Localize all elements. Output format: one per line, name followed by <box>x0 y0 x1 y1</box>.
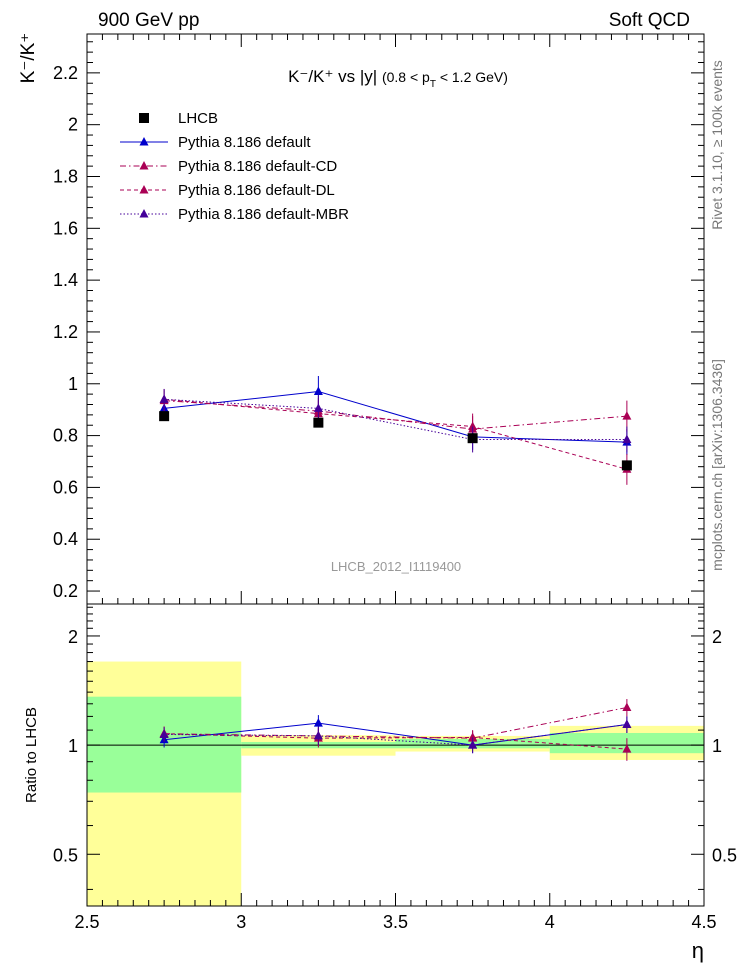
y-tick-label: 0.8 <box>53 426 78 446</box>
y-tick-label: 1 <box>68 374 78 394</box>
ratio-point-marker <box>622 744 632 753</box>
lhcb-point <box>159 411 170 422</box>
ratio-point-marker <box>622 702 632 711</box>
y-tick-label: 0.4 <box>53 529 78 549</box>
ratio-y-axis: 0.5 0.5 1 1 2 2 <box>53 606 737 890</box>
legend-marker <box>139 209 149 218</box>
legend-label: Pythia 8.186 default-DL <box>178 182 335 199</box>
ratio-y-tick-label-right: 1 <box>712 736 722 756</box>
ratio-y-tick-label: 0.5 <box>53 845 78 865</box>
legend-label: Pythia 8.186 default-CD <box>178 158 337 175</box>
header-right-label: Soft QCD <box>609 10 690 31</box>
ratio-series-4 <box>159 716 632 754</box>
x-tick-label: 3.5 <box>383 912 408 932</box>
mcplots-label: mcplots.cern.ch [arXiv:1306.3436] <box>709 359 725 571</box>
plot-title-cut-a: (0.8 < p <box>382 69 430 85</box>
y-tick-label: 2.2 <box>53 63 78 83</box>
x-tick-label: 2.5 <box>74 912 99 932</box>
rivet-version-label: Rivet 3.1.10, ≥ 100k events <box>709 60 725 230</box>
plot-title-cut-b: < 1.2 GeV) <box>436 69 508 85</box>
ratio-y-tick-label: 2 <box>68 627 78 647</box>
legend-item: Pythia 8.186 default <box>120 134 311 151</box>
main-panel: 0.2 0.4 0.6 0.8 1 1.2 1.4 1.6 1.8 2 2.2 K⁻/K⁺ vs |… <box>18 33 705 605</box>
x-axis: 2.5 3 3.5 4 4.5 <box>74 893 717 932</box>
data-point-marker <box>313 403 323 412</box>
series-4 <box>159 388 632 453</box>
x-tick-label: 3 <box>236 912 246 932</box>
ratio-point-marker <box>159 729 169 738</box>
legend-marker <box>139 161 149 170</box>
x-tick-label: 4 <box>545 912 555 932</box>
ratio-point-marker <box>622 719 632 728</box>
legend-label: Pythia 8.186 default <box>178 134 311 151</box>
legend-label: LHCB <box>178 110 218 127</box>
y-tick-label: 0.2 <box>53 581 78 601</box>
data-point-marker <box>468 421 478 431</box>
legend-marker <box>139 137 149 146</box>
legend-item: Pythia 8.186 default-DL <box>120 182 335 199</box>
ratio-plot-area <box>87 661 704 906</box>
ratio-series-line <box>164 733 627 750</box>
series-line <box>164 391 627 443</box>
ratio-series-line <box>164 722 627 746</box>
header-left-label: 900 GeV pp <box>98 10 199 31</box>
series-1 <box>159 376 632 456</box>
y-tick-label: 0.6 <box>53 477 78 497</box>
ratio-y-tick-label-right: 0.5 <box>712 845 737 865</box>
ratio-panel: 0.5 0.5 1 1 2 2 2.5 3 3.5 4 4.5 Ratio to LHCB η <box>23 603 737 963</box>
plot-title-cut-sub: T <box>430 79 436 90</box>
ratio-point-marker <box>468 732 478 741</box>
legend-label: Pythia 8.186 default-MBR <box>178 206 349 223</box>
lhcb-data <box>159 411 632 471</box>
y-tick-label: 2 <box>68 115 78 135</box>
plot-title: K⁻/K⁺ vs |y| (0.8 < pT < 1.2 GeV) <box>288 67 508 90</box>
ratio-series-line <box>164 723 627 746</box>
lhcb-point <box>467 433 478 444</box>
ratio-point-marker <box>313 718 323 727</box>
ratio-y-tick-label: 1 <box>68 736 78 756</box>
series-line <box>164 398 628 470</box>
main-plot-area <box>159 376 632 485</box>
ratio-y-tick-label-right: 2 <box>712 627 722 647</box>
y-axis-label: K⁻/K⁺ <box>18 33 39 84</box>
data-point-marker <box>159 394 169 403</box>
legend-item: LHCB <box>139 110 218 127</box>
lhcb-point <box>313 417 324 428</box>
x-axis-label: η <box>692 938 704 963</box>
y-tick-label: 1.2 <box>53 322 78 342</box>
y-tick-label: 1.4 <box>53 270 78 290</box>
ratio-y-axis-label: Ratio to LHCB <box>23 707 40 803</box>
main-y-axis: 0.2 0.4 0.6 0.8 1 1.2 1.4 1.6 1.8 2 2.2 <box>53 41 704 601</box>
legend-marker <box>139 113 149 123</box>
main-x-ticks <box>86 34 705 604</box>
legend-marker <box>139 185 149 194</box>
series-line <box>164 398 627 440</box>
data-point-marker <box>313 386 323 396</box>
legend: LHCB Pythia 8.186 default Pythia 8.186 def… <box>120 110 349 223</box>
series-line <box>164 400 627 430</box>
legend-item: Pythia 8.186 default-MBR <box>120 206 349 223</box>
series-3 <box>159 388 632 485</box>
data-point-marker <box>622 411 632 420</box>
plot-title-main: K⁻/K⁺ vs |y| <box>288 67 377 86</box>
data-point-marker <box>622 434 632 443</box>
y-tick-label: 1.8 <box>53 167 78 187</box>
ratio-point-marker <box>468 740 478 749</box>
series-2 <box>159 390 632 443</box>
lhcb-point <box>621 460 632 471</box>
legend-item: Pythia 8.186 default-CD <box>120 158 337 175</box>
y-tick-label: 1.6 <box>53 218 78 238</box>
ratio-point-marker <box>313 730 323 740</box>
analysis-watermark: LHCB_2012_I1119400 <box>331 559 461 574</box>
x-tick-label: 4.5 <box>691 912 716 932</box>
